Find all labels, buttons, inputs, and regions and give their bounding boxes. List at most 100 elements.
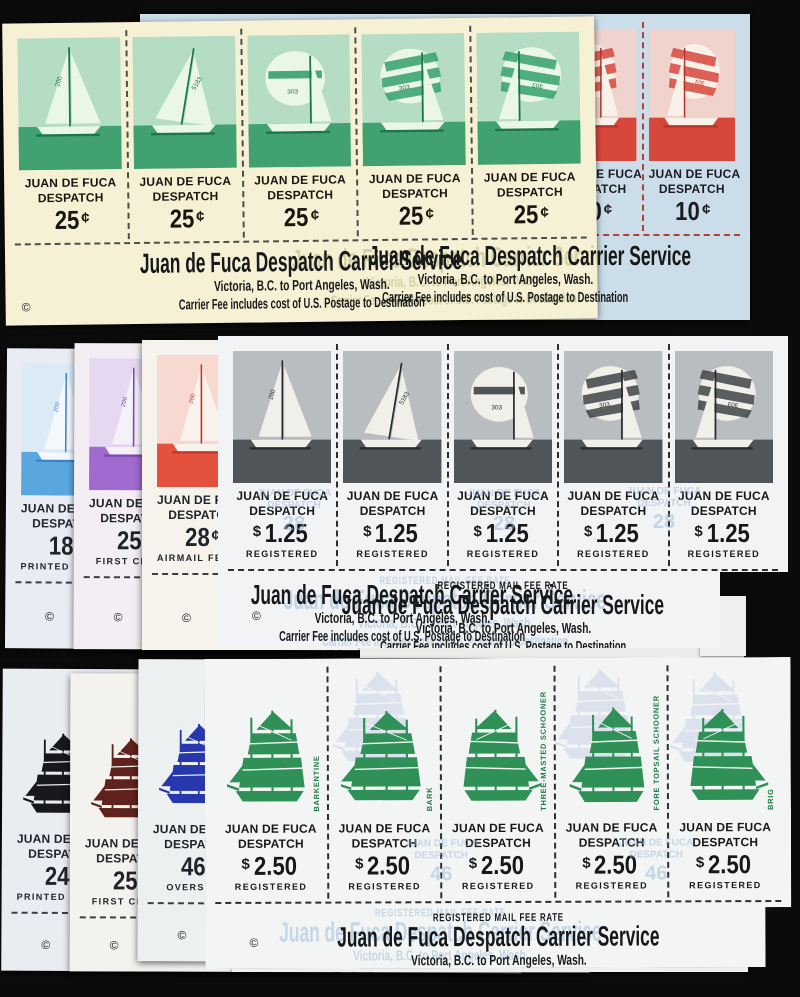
svg-text:303: 303 xyxy=(399,84,412,92)
svg-text:303: 303 xyxy=(491,405,502,412)
stamp-value-number: 28 xyxy=(184,522,210,552)
sailboat-photo-image: 303 xyxy=(453,351,553,483)
stamp-rate-label: REGISTERED xyxy=(234,881,308,892)
stamp: BARK JUAN DE FUCA DESPATCH $2.50 REGISTERED xyxy=(326,666,440,898)
stamp: 303 JUAN DE FUCA DESPATCH 25 ¢ xyxy=(354,25,472,237)
ship-type-label: BRIG xyxy=(765,788,775,811)
stamp-title-line2: DESPATCH xyxy=(351,835,418,851)
stamp-value-number: 1.25 xyxy=(375,518,419,548)
sailboat-photo-image: 303 xyxy=(476,31,581,165)
stamp-sheet-250-registered: BARKENTINE JUAN DE FUCA DESPATCH $2.50 REGIS… xyxy=(204,657,791,969)
ship-silhouette-image: BARKENTINE xyxy=(220,676,322,816)
stamp-rate-label: REGISTERED xyxy=(466,549,540,559)
stamp-value-number: 18 xyxy=(48,530,74,561)
stamp-title-line1: JUAN DE FUCA xyxy=(679,820,772,835)
stamp-value-number: 25 xyxy=(398,200,424,231)
stamp: 303 JUAN DE FUCA DESPATCH $1.25 REGISTERED xyxy=(446,344,557,566)
stamp-value: $2.50 xyxy=(675,849,777,879)
svg-text:200: 200 xyxy=(189,392,197,404)
sailboat-photo-image: 5183 xyxy=(343,351,442,483)
copyright-mark: © xyxy=(252,609,261,623)
stamp: BARKENTINE JUAN DE FUCA DESPATCH $2.50 REGIS… xyxy=(214,667,326,899)
cent-sign: ¢ xyxy=(81,209,90,227)
stamp-row: BARKENTINE JUAN DE FUCA DESPATCH $2.50 REGIS… xyxy=(214,665,781,904)
cent-sign: ¢ xyxy=(195,208,205,226)
stamp: 5183 JUAN DE FUCA DESPATCH 25 ¢ xyxy=(125,28,243,240)
sailboat-photo-image: 303 xyxy=(674,351,774,483)
stamp-value-number: 25 xyxy=(169,203,195,234)
cent-sign: ¢ xyxy=(310,206,320,224)
route-line: Victoria, B.C. to Port Angeles, Wash. xyxy=(415,621,591,637)
stamp-value: $2.50 xyxy=(447,850,549,880)
carrier-service-heading: Juan de Fuca Despatch Carrier Service xyxy=(341,589,665,620)
stamp-rate-label: REGISTERED xyxy=(687,549,761,559)
stamp-title-line2: DESPATCH xyxy=(470,503,536,518)
stamp: THREE-MASTED SCHOONER JUAN DE FUCA DESPATC… xyxy=(440,666,554,898)
sailboat-photo-image: 200 xyxy=(17,37,122,171)
stamp-value-number: 25 xyxy=(112,865,138,896)
sailboat-photo-image: 303 xyxy=(246,34,352,168)
sailboat-photo-image: 303 xyxy=(564,351,663,483)
sailboat-photo-image: 5183 xyxy=(132,35,237,170)
ship-silhouette-image: BRIG xyxy=(674,674,776,814)
svg-text:200: 200 xyxy=(54,75,64,87)
dollar-sign: $ xyxy=(241,855,250,873)
carrier-fee-line: Carrier Fee includes cost of U.S. Postag… xyxy=(279,629,525,645)
stamp-value: $1.25 xyxy=(564,518,662,548)
stamp-value: 25¢ xyxy=(134,203,237,234)
stamp-title-line2: DESPATCH xyxy=(237,836,304,851)
carrier-service-heading: Juan de Fuca Despatch Carrier Service xyxy=(337,920,660,953)
ship-silhouette-image: THREE-MASTED SCHOONER xyxy=(447,675,549,815)
stamp-value-number: 25 xyxy=(116,525,142,556)
registered-fee-note: REGISTERED MAIL FEE RATE xyxy=(437,580,569,592)
cent-sign: ¢ xyxy=(425,205,435,223)
stamp-value-number: 1.25 xyxy=(485,518,529,548)
carrier-fee-line: Carrier Fee includes cost of U.S. Postag… xyxy=(382,290,628,306)
sheet-footer-text: REGISTERED MAIL FEE RATE Juan de Fuca Des… xyxy=(215,907,781,969)
stamp-title-line1: JUAN DE FUCA xyxy=(236,489,329,503)
stamp-value-number: 2.50 xyxy=(707,849,752,880)
route-line: Victoria, B.C. to Port Angeles, Wash. xyxy=(410,952,587,970)
stamp-value-number: 24 xyxy=(44,860,70,891)
sailboat-photo-image: 200 xyxy=(233,351,332,483)
cent-sign: ¢ xyxy=(702,201,711,218)
stamp-row: 200 JUAN DE FUCA DESPATCH 25 ¢ 5183 JUAN DE FU… xyxy=(12,24,587,246)
stamp-title-line2: DESPATCH xyxy=(690,503,757,518)
stamp: 303 JUAN DE FUCA DESPATCH 25 ¢ xyxy=(239,27,358,238)
stamp: 303 JUAN DE FUCA DESPATCH $1.25 REGISTERED xyxy=(557,344,667,566)
stamp: 303 JUAN DE FUCA DESPATCH 25 ¢ xyxy=(469,24,587,235)
stamp: FORE TOPSAIL SCHOONER JUAN DE FUCA DESPATC… xyxy=(553,665,667,897)
carrier-service-heading: Juan de Fuca Despatch Carrier Service xyxy=(368,240,692,271)
stamp-rate-label: REGISTERED xyxy=(575,880,649,891)
svg-text:200: 200 xyxy=(53,401,61,413)
stamp-title-line1: JUAN DE FUCA xyxy=(648,167,741,181)
stamp-title-line1: JUAN DE FUCA xyxy=(346,489,439,503)
svg-text:200: 200 xyxy=(267,388,277,400)
route-line: Victoria, B.C. to Port Angeles, Wash. xyxy=(417,272,593,288)
dollar-sign: $ xyxy=(355,855,364,873)
stamp-title-line2: DESPATCH xyxy=(37,189,104,205)
ship-type-label: THREE-MASTED SCHOONER xyxy=(538,691,548,811)
stamp-value-number: 2.50 xyxy=(480,849,524,881)
dollar-sign: $ xyxy=(694,523,703,540)
sheet-footer-text: REGISTERED MAIL FEE RATE Juan de Fuca Des… xyxy=(228,576,778,648)
stamp-title-line1: JUAN DE FUCA xyxy=(338,821,431,836)
stamp-title-line1: JUAN DE FUCA xyxy=(254,172,347,188)
stamp-row: 200 JUAN DE FUCA DESPATCH $1.25 REGISTERED 51… xyxy=(228,344,778,571)
stamp: BRIG JUAN DE FUCA DESPATCH $2.50 REGISTERED xyxy=(667,665,781,897)
stamp-rate-label: REGISTERED xyxy=(577,549,650,559)
dollar-sign: $ xyxy=(252,523,262,540)
svg-text:303: 303 xyxy=(287,89,299,96)
stamp-title-line2: DESPATCH xyxy=(152,188,219,204)
stamp-title-line1: JUAN DE FUCA xyxy=(368,171,461,187)
dollar-sign: $ xyxy=(582,854,591,872)
stamp-value-number: 46 xyxy=(180,851,206,882)
svg-text:303: 303 xyxy=(694,80,704,88)
stamp-title-line1: JUAN DE FUCA xyxy=(565,820,658,835)
stamp-title-line2: DESPATCH xyxy=(267,187,334,202)
stamp-title-line1: JUAN DE FUCA xyxy=(224,821,317,836)
stamp-value-number: 25 xyxy=(513,199,539,230)
